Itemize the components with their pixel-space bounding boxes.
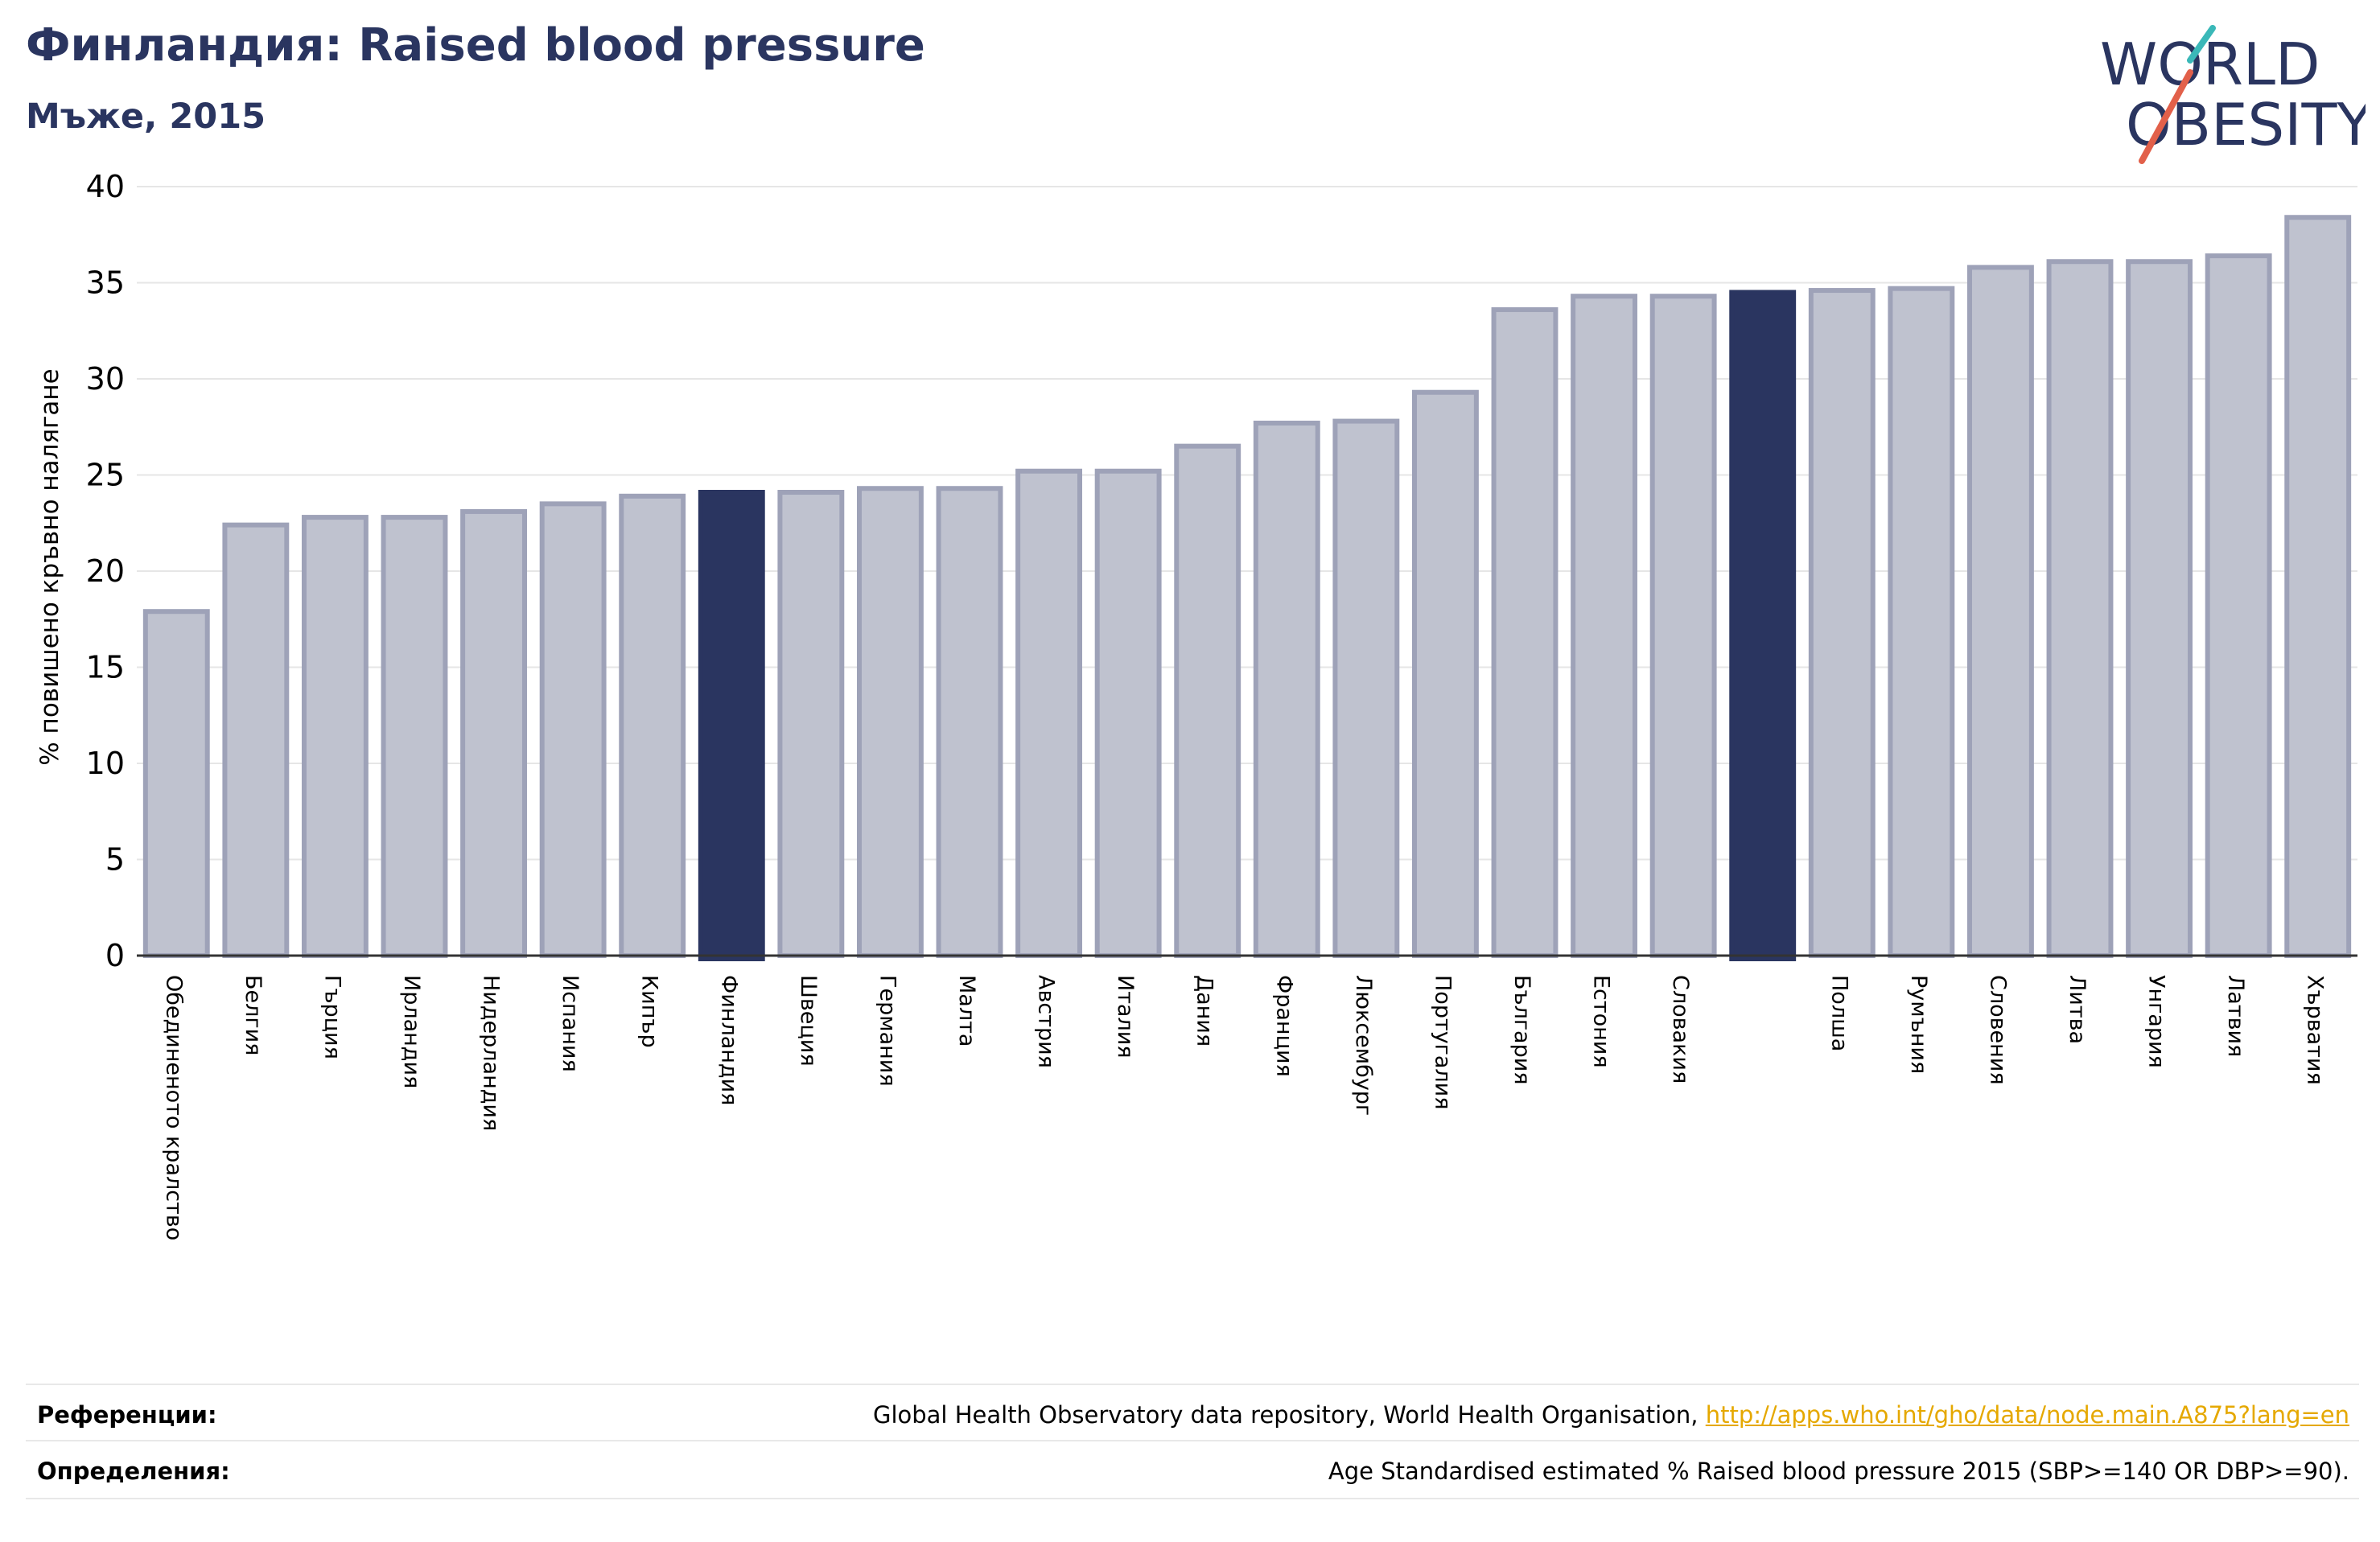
x-tick-label: Австрия (1034, 975, 1059, 1068)
x-tick-label: Белгия (241, 975, 266, 1055)
x-tick-label: Литва (2065, 975, 2090, 1044)
bar (1491, 306, 1559, 958)
chart-subtitle: Мъже, 2015 (26, 97, 266, 137)
x-tick-label: Унгария (2144, 975, 2169, 1068)
y-tick-label: 20 (86, 553, 125, 589)
world-obesity-logo: WORLD OBESITY (2100, 25, 2366, 164)
bar (1888, 286, 1955, 959)
bar (539, 501, 607, 958)
y-axis-ticks: 0 5 10 15 20 25 30 35 40 (86, 169, 125, 973)
x-tick-label: Хърватия (2303, 975, 2328, 1085)
bar (1571, 294, 1638, 959)
x-tick-label: Португалия (1430, 975, 1455, 1109)
bar (222, 522, 290, 958)
bar (936, 486, 1003, 958)
x-tick-label: Швеция (796, 975, 821, 1067)
bar-chart: 0 5 10 15 20 25 30 35 40 % повишено кръвно наляг… (35, 169, 2357, 1240)
x-tick-label: Кипър (637, 975, 662, 1048)
y-tick-label: 15 (86, 650, 125, 685)
bar (2205, 253, 2272, 959)
y-tick-label: 30 (86, 361, 125, 397)
bar (2284, 215, 2352, 958)
bar (142, 609, 210, 958)
y-tick-label: 5 (105, 842, 125, 878)
logo-line2: OBESITY (2126, 91, 2366, 158)
bar (777, 490, 845, 958)
bar-highlighted (698, 490, 765, 961)
x-tick-label: Испания (558, 975, 583, 1072)
bar (1966, 265, 2034, 958)
references-row: Референции: Global Health Observatory da… (26, 1384, 2359, 1441)
definitions-row: Определения: Age Standardised estimated … (26, 1440, 2359, 1499)
bar (2046, 259, 2114, 958)
y-tick-label: 0 (105, 938, 125, 973)
bar (1253, 420, 1320, 958)
chart-title: Финландия: Raised blood pressure (26, 19, 925, 72)
x-tick-label: Нидерландия (479, 975, 504, 1131)
bar (1015, 468, 1083, 958)
logo-slash-bottom (2139, 69, 2193, 164)
x-tick-label: Дания (1192, 975, 1217, 1047)
definitions-text: Age Standardised estimated % Raised bloo… (1328, 1458, 2349, 1485)
bar-highlighted (1729, 290, 1797, 961)
x-tick-label: Люксембург (1351, 975, 1376, 1116)
x-tick-label: Италия (1113, 975, 1138, 1059)
bar (460, 508, 528, 958)
y-axis-label: % повишено кръвно налягане (35, 368, 64, 766)
x-tick-label: Словакия (1668, 975, 1693, 1084)
bar (381, 515, 448, 958)
x-tick-label: Гърция (319, 975, 344, 1059)
x-tick-label: Словения (1985, 975, 2010, 1085)
bar (1808, 288, 1876, 958)
bar (1411, 389, 1479, 959)
y-tick-label: 10 (86, 746, 125, 781)
references-link[interactable]: http://apps.who.int/gho/data/node.main.A… (1705, 1401, 2349, 1429)
x-tick-label: Германия (875, 975, 900, 1087)
y-tick-label: 35 (86, 265, 125, 301)
x-axis-labels: Обединеното кралство Белгия Гърция Ирландия… (161, 975, 2327, 1240)
x-tick-label: Обединеното кралство (161, 975, 186, 1240)
x-tick-label: Финландия (716, 975, 741, 1105)
x-tick-label: Франция (1271, 975, 1296, 1077)
bar (1332, 418, 1400, 958)
x-tick-label: Латвия (2223, 975, 2248, 1057)
references-value: Global Health Observatory data repositor… (873, 1401, 2349, 1429)
y-tick-label: 25 (86, 458, 125, 493)
bar (1094, 468, 1162, 958)
x-tick-label: Полша (1826, 975, 1851, 1051)
references-text: Global Health Observatory data repositor… (872, 1401, 1706, 1429)
y-tick-label: 40 (86, 169, 125, 204)
bar (1174, 443, 1241, 958)
definitions-label: Определения: (37, 1458, 230, 1485)
x-tick-label: Румъния (1906, 975, 1931, 1074)
x-tick-label: България (1509, 975, 1534, 1085)
bar (1649, 294, 1717, 959)
bars (142, 215, 2352, 961)
bar (2126, 259, 2193, 958)
bar (301, 515, 369, 958)
x-tick-label: Малта (954, 975, 979, 1047)
bar (619, 493, 686, 958)
bar (856, 486, 924, 958)
x-tick-label: Ирландия (399, 975, 424, 1088)
logo-slash-top (2187, 25, 2216, 64)
references-label: Референции: (37, 1401, 217, 1429)
x-tick-label: Естония (1589, 975, 1614, 1068)
logo-line1: WORLD (2100, 31, 2320, 98)
